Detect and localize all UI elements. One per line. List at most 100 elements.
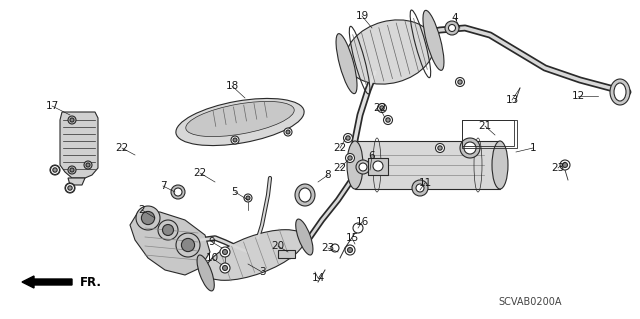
Circle shape [438, 146, 442, 150]
Circle shape [233, 138, 237, 142]
Ellipse shape [205, 230, 305, 280]
Polygon shape [68, 178, 85, 185]
Text: 9: 9 [209, 237, 215, 247]
Text: 19: 19 [355, 11, 369, 21]
Polygon shape [60, 112, 98, 178]
Circle shape [163, 225, 173, 235]
Text: 17: 17 [45, 101, 59, 111]
Circle shape [136, 206, 160, 230]
Circle shape [158, 220, 178, 240]
Circle shape [560, 160, 570, 170]
Text: 23: 23 [321, 243, 335, 253]
Circle shape [458, 80, 462, 84]
Ellipse shape [299, 188, 311, 202]
Circle shape [344, 133, 353, 143]
Text: 15: 15 [346, 233, 358, 243]
Text: 13: 13 [506, 95, 518, 105]
Ellipse shape [492, 141, 508, 189]
Circle shape [456, 78, 465, 86]
Text: 2: 2 [139, 205, 145, 215]
Circle shape [348, 156, 352, 160]
Circle shape [445, 21, 459, 35]
Text: 4: 4 [452, 13, 458, 23]
Text: 12: 12 [572, 91, 584, 101]
Text: 22: 22 [333, 163, 347, 173]
Text: 20: 20 [271, 241, 285, 251]
Circle shape [380, 106, 384, 110]
Text: 16: 16 [355, 217, 369, 227]
Text: 14: 14 [312, 273, 324, 283]
Ellipse shape [171, 185, 185, 199]
Text: 5: 5 [232, 187, 238, 197]
Text: 18: 18 [225, 81, 239, 91]
Text: 6: 6 [369, 151, 375, 161]
Ellipse shape [176, 99, 304, 145]
Polygon shape [278, 250, 295, 258]
Circle shape [378, 103, 387, 113]
Text: 3: 3 [259, 267, 266, 277]
Circle shape [220, 247, 230, 257]
Circle shape [435, 144, 445, 152]
Polygon shape [368, 158, 388, 175]
Circle shape [65, 183, 75, 193]
Text: 23: 23 [552, 163, 564, 173]
Circle shape [68, 116, 76, 124]
Ellipse shape [347, 141, 363, 189]
Circle shape [449, 25, 456, 32]
Ellipse shape [296, 219, 313, 255]
Text: 22: 22 [193, 168, 207, 178]
Circle shape [359, 163, 367, 171]
Circle shape [223, 265, 227, 271]
Ellipse shape [186, 101, 294, 137]
Circle shape [356, 160, 370, 174]
Text: 10: 10 [205, 253, 219, 263]
Circle shape [68, 186, 72, 190]
Circle shape [84, 161, 92, 169]
Circle shape [220, 263, 230, 273]
Text: 1: 1 [530, 143, 536, 153]
Circle shape [51, 166, 60, 174]
Ellipse shape [346, 20, 434, 84]
Circle shape [50, 165, 60, 175]
Ellipse shape [460, 138, 480, 158]
Circle shape [331, 244, 339, 252]
Circle shape [345, 245, 355, 255]
Text: 22: 22 [333, 143, 347, 153]
Circle shape [86, 163, 90, 167]
Circle shape [286, 130, 290, 134]
Circle shape [68, 166, 76, 174]
Circle shape [244, 194, 252, 202]
Text: 21: 21 [478, 121, 492, 131]
Circle shape [52, 167, 58, 173]
Text: 7: 7 [160, 181, 166, 191]
Circle shape [563, 162, 568, 167]
Ellipse shape [423, 10, 444, 70]
Circle shape [346, 136, 350, 140]
Text: 22: 22 [115, 143, 129, 153]
Circle shape [412, 180, 428, 196]
Ellipse shape [174, 188, 182, 196]
Circle shape [52, 168, 57, 172]
Text: 22: 22 [373, 103, 387, 113]
Ellipse shape [295, 184, 315, 206]
Ellipse shape [336, 33, 357, 94]
Circle shape [176, 233, 200, 257]
Circle shape [386, 118, 390, 122]
Text: 11: 11 [419, 178, 431, 188]
Polygon shape [130, 212, 210, 275]
Circle shape [346, 153, 355, 162]
Circle shape [70, 168, 74, 172]
Ellipse shape [614, 83, 626, 101]
FancyArrow shape [22, 276, 72, 288]
Circle shape [67, 186, 72, 190]
Circle shape [181, 238, 195, 252]
Circle shape [416, 184, 424, 192]
Circle shape [141, 211, 155, 225]
Circle shape [246, 196, 250, 200]
Circle shape [231, 136, 239, 144]
Circle shape [373, 161, 383, 171]
Text: 8: 8 [324, 170, 332, 180]
Text: SCVAB0200A: SCVAB0200A [499, 297, 562, 307]
Circle shape [223, 249, 227, 255]
Ellipse shape [197, 255, 214, 291]
